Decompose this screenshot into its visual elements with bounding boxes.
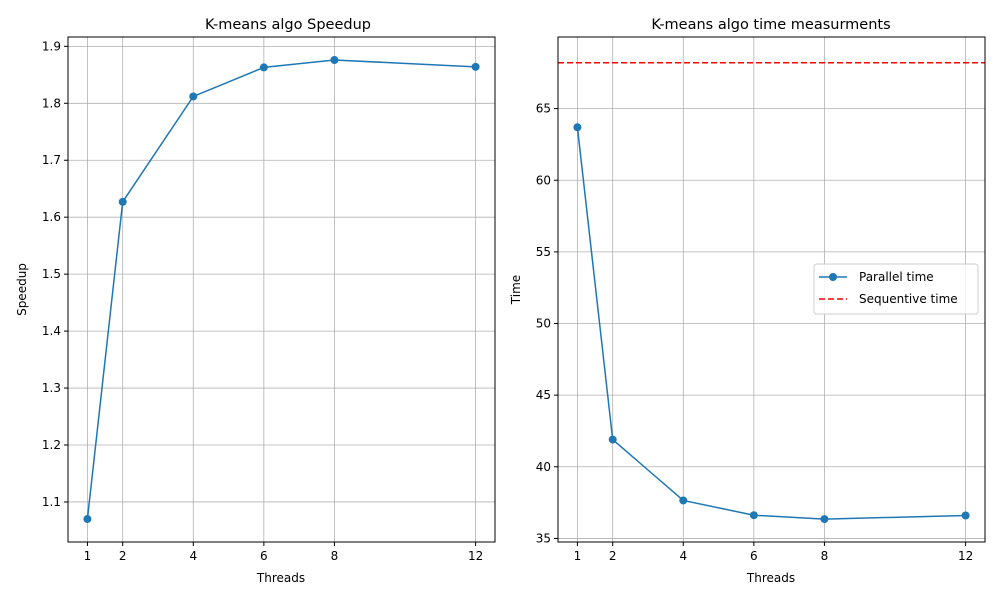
data-point xyxy=(330,56,339,65)
data-point xyxy=(259,63,268,72)
series-layer xyxy=(558,62,985,524)
y-tick-label: 65 xyxy=(536,102,551,116)
x-tick-label: 4 xyxy=(679,549,687,563)
time-chart: K-means algo time measurments 1 2 4 6 8 12 35… xyxy=(509,17,986,585)
x-tick-label: 8 xyxy=(821,549,829,563)
y-tick-label: 45 xyxy=(536,388,551,402)
y-tick-label: 50 xyxy=(536,317,551,331)
y-tick-label: 1.3 xyxy=(42,381,61,395)
legend: Parallel time Sequentive time xyxy=(813,263,979,315)
x-tick-label: 1 xyxy=(84,549,92,563)
legend-sequential-label: Sequentive time xyxy=(859,292,958,306)
data-point xyxy=(679,496,688,505)
series-line xyxy=(86,59,476,520)
data-point xyxy=(961,511,970,520)
data-point xyxy=(189,92,198,101)
y-tick-label: 1.7 xyxy=(42,153,61,167)
data-point xyxy=(83,515,92,524)
x-tick-label: 1 xyxy=(574,549,582,563)
x-axis-ticks: 1 2 4 6 8 12 xyxy=(574,542,973,563)
y-tick-label: 1.1 xyxy=(42,495,61,509)
y-tick-label: 1.2 xyxy=(42,438,61,452)
series-layer xyxy=(83,56,480,524)
x-axis-ticks: 1 2 4 6 8 12 xyxy=(84,542,483,563)
y-axis-ticks: 35 40 45 50 55 60 65 xyxy=(536,102,558,545)
data-point xyxy=(573,123,582,132)
legend-parallel-marker xyxy=(829,273,837,281)
chart-title: K-means algo time measurments xyxy=(651,17,890,33)
speedup-chart: K-means algo Speedup 1 2 4 6 8 12 1.11.21.31.… xyxy=(15,17,496,585)
x-axis-label: Threads xyxy=(746,571,795,585)
x-axis-label: Threads xyxy=(256,571,305,585)
x-tick-label: 6 xyxy=(260,549,268,563)
legend-parallel-label: Parallel time xyxy=(859,270,934,284)
chart-title: K-means algo Speedup xyxy=(205,17,371,33)
x-tick-label: 12 xyxy=(958,549,973,563)
y-axis-ticks: 1.1 1.2 1.3 1.4 1.5 1.6 1.7 1.8 1.9 xyxy=(42,39,68,509)
grid xyxy=(68,37,495,542)
x-tick-label: 2 xyxy=(609,549,617,563)
y-tick-label: 35 xyxy=(536,531,551,545)
y-tick-label: 60 xyxy=(536,173,551,187)
y-tick-label: 40 xyxy=(536,460,551,474)
plot-frame xyxy=(557,36,986,543)
y-tick-label: 55 xyxy=(536,245,551,259)
data-point xyxy=(820,515,829,524)
y-tick-label: 1.9 xyxy=(42,39,61,53)
legend-box xyxy=(813,263,979,315)
x-tick-label: 2 xyxy=(119,549,127,563)
series-line xyxy=(576,127,966,520)
x-tick-label: 8 xyxy=(331,549,339,563)
grid xyxy=(558,37,985,542)
data-point xyxy=(118,197,127,206)
y-tick-label: 1.4 xyxy=(42,324,61,338)
x-tick-label: 6 xyxy=(750,549,758,563)
plot-frame xyxy=(67,36,496,543)
y-tick-label: 1.8 xyxy=(42,96,61,110)
y-axis-label: Time xyxy=(509,275,523,305)
data-point xyxy=(608,435,617,444)
y-axis-label: Speedup xyxy=(15,263,29,316)
data-point xyxy=(471,62,480,71)
x-tick-label: 4 xyxy=(189,549,197,563)
y-tick-label: 1.5 xyxy=(42,267,61,281)
x-tick-label: 12 xyxy=(468,549,483,563)
y-tick-label: 1.6 xyxy=(42,210,61,224)
data-point xyxy=(749,511,758,520)
